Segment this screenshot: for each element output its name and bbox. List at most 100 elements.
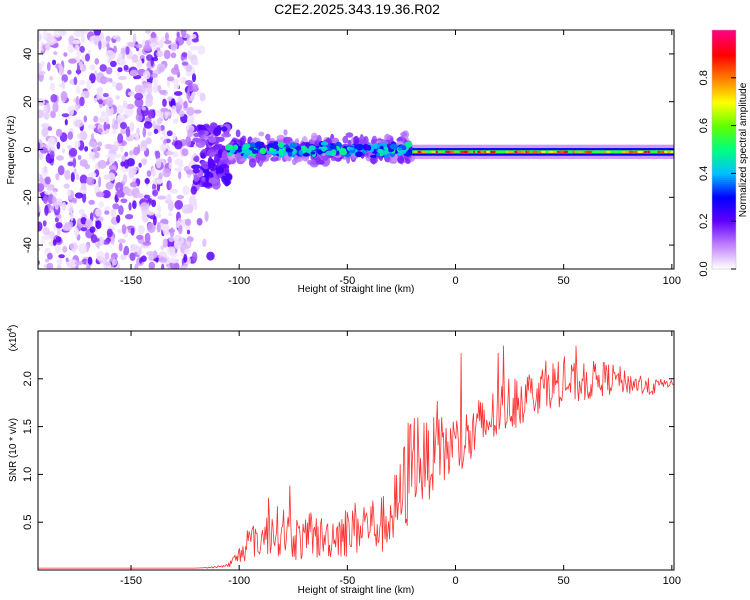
spectral-blob (134, 92, 144, 101)
spectral-blob (95, 220, 102, 230)
spectral-blob (305, 148, 312, 154)
spectral-blob (169, 257, 176, 264)
colorbar-band (712, 237, 736, 240)
spectral-blob (52, 102, 59, 113)
spectral-blob (84, 146, 89, 152)
spectral-blob (39, 147, 48, 154)
spectral-blob (103, 174, 111, 180)
snr-series-line (38, 345, 674, 569)
spectral-blob (56, 264, 62, 269)
spectral-blob (185, 218, 192, 226)
spectral-blob (329, 144, 337, 150)
spectral-blob (63, 52, 68, 57)
spectral-blob (106, 228, 113, 238)
spectrogram-x-ticks: -150 -100 -50 0 50 100 (120, 30, 681, 287)
colorbar-band (712, 191, 736, 194)
colorbar-band (712, 85, 736, 89)
spectral-blob (73, 227, 79, 237)
colorbar-band (712, 221, 736, 224)
spectrogram-x-tick-label: 100 (663, 275, 681, 287)
spectral-blob (97, 141, 103, 147)
spectral-blob (47, 34, 56, 46)
snr-scale-label: (x104) (7, 325, 19, 352)
spectral-blob (242, 143, 250, 150)
spectral-blob (156, 117, 163, 125)
spectral-blob (96, 255, 104, 261)
colorbar-band (712, 33, 736, 37)
spectral-blob (159, 66, 165, 73)
spectral-blob (150, 32, 157, 39)
spectral-blob (89, 64, 96, 71)
spectral-blob (124, 151, 129, 157)
spectral-blob (164, 40, 172, 45)
spectral-blob (375, 153, 380, 157)
colorbar-band (712, 101, 736, 105)
spectrogram-y-label: Frequency (Hz) (6, 116, 17, 185)
spectral-blob (120, 198, 128, 204)
colorbar: 0.0 0.2 0.4 0.6 0.8 Normalized spectral ampl… (698, 29, 749, 277)
spectral-blob (168, 236, 175, 242)
spectral-blob (216, 125, 222, 133)
spectral-blob (116, 104, 124, 115)
spectral-blob (189, 45, 199, 51)
colorbar-band (712, 193, 736, 196)
spectral-blob (79, 79, 86, 86)
spectral-blob (171, 105, 177, 115)
spectral-line-peak (563, 150, 569, 154)
spectral-blob (271, 150, 280, 154)
spectral-blob (122, 174, 128, 184)
colorbar-band (712, 249, 736, 252)
spectral-blob (79, 45, 85, 53)
spectral-blob (56, 141, 61, 150)
spectral-line-peak (527, 150, 531, 154)
spectral-blob (140, 146, 147, 152)
colorbar-band (712, 189, 736, 192)
spectral-blob (80, 182, 87, 191)
spectral-blob (56, 227, 61, 236)
spectral-blob (259, 141, 265, 148)
spectral-blob (117, 53, 123, 60)
spectral-blob (168, 162, 173, 169)
colorbar-band (712, 255, 736, 258)
spectral-blob (118, 205, 124, 216)
spectrogram-panel: -150 -100 -50 0 50 100 -40 -20 0 20 40 Height of … (6, 29, 681, 295)
snr-x-tick-label: 0 (452, 575, 458, 587)
spectral-blob (115, 82, 123, 91)
spectral-blob (89, 226, 96, 234)
spectral-blob (400, 131, 407, 137)
colorbar-band (712, 69, 736, 73)
spectral-line-peak (431, 150, 436, 154)
colorbar-band (712, 103, 736, 107)
colorbar-band (712, 147, 736, 151)
spectral-blob (144, 40, 150, 49)
colorbar-band (712, 245, 736, 248)
spectral-blob (200, 160, 207, 168)
spectral-blob (183, 253, 188, 263)
colorbar-band (712, 233, 736, 236)
spectral-blob (221, 150, 230, 160)
spectral-blob (278, 150, 285, 156)
spectral-blob (158, 257, 168, 263)
spectral-blob (38, 109, 45, 119)
spectral-blob (79, 174, 88, 185)
spectral-blob (52, 239, 57, 246)
spectral-blob (176, 195, 185, 200)
spectral-blob (95, 238, 100, 242)
spectral-line-peak (606, 150, 611, 154)
spectral-blob (96, 241, 101, 249)
spectral-blob (302, 152, 310, 157)
spectral-blob (104, 252, 110, 260)
spectral-blob (152, 78, 159, 85)
colorbar-band (712, 153, 736, 157)
spectral-blob (147, 131, 152, 137)
spectral-blob (353, 135, 360, 145)
spectral-blob (76, 64, 80, 76)
spectral-blob (179, 98, 184, 105)
spectral-blob (105, 181, 114, 190)
spectral-blob (55, 128, 63, 137)
colorbar-band (712, 209, 736, 212)
spectral-blob (131, 54, 139, 63)
spectral-blob (68, 147, 78, 157)
colorbar-band (712, 265, 736, 268)
spectral-blob (325, 150, 333, 156)
